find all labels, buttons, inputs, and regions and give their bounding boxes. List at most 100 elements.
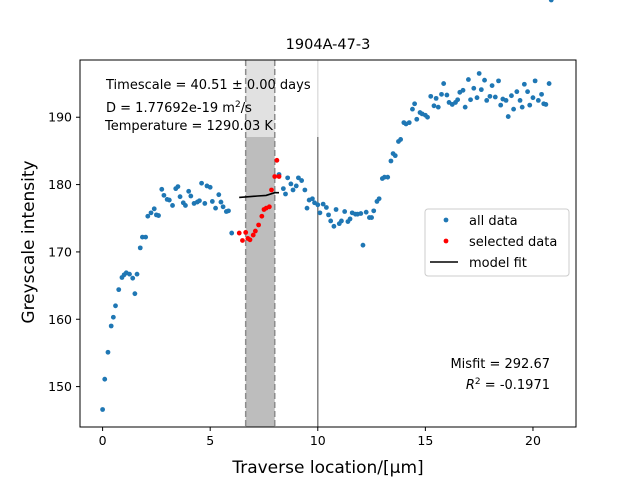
- all-data-point: [347, 216, 353, 222]
- all-data-point: [145, 213, 151, 219]
- selected-data-point: [243, 229, 249, 235]
- all-data-point: [474, 95, 480, 101]
- all-data-point: [183, 203, 188, 208]
- all-data-point: [492, 94, 498, 100]
- selected-data-point: [247, 237, 253, 243]
- all-data-point: [530, 95, 536, 101]
- all-data-point: [137, 245, 143, 251]
- all-data-point: [151, 206, 157, 212]
- all-data-point: [170, 203, 175, 208]
- vertical-line-layer: [315, 60, 320, 427]
- all-data-point: [455, 97, 461, 103]
- all-data-point: [511, 106, 516, 112]
- all-data-point: [548, 0, 554, 3]
- selected-data-point: [240, 238, 245, 243]
- all-data-point: [309, 196, 315, 202]
- all-data-point: [302, 187, 308, 193]
- plot-frame: [79, 59, 577, 428]
- all-data-point: [280, 186, 286, 192]
- all-data-point: [546, 81, 552, 86]
- x-tick-label: 10: [310, 433, 326, 448]
- all-data-point: [113, 303, 118, 309]
- legend-label-model-fit: model fit: [469, 256, 527, 271]
- all-data-point: [468, 97, 473, 103]
- all-data-point: [326, 212, 331, 218]
- timescale-annotation: Timescale = 40.51 ± 0.00 days: [105, 78, 311, 93]
- shaded-region-layer: [244, 60, 276, 427]
- x-tick-label: 5: [206, 433, 214, 448]
- all-data-point: [283, 191, 288, 197]
- selected-data-point: [269, 187, 274, 193]
- legend: all data selected data model fit: [424, 208, 570, 277]
- diffusivity-suffix: /s: [241, 101, 252, 116]
- y-tick-label: 180: [48, 177, 72, 192]
- all-data-point: [148, 210, 154, 216]
- all-data-point: [462, 104, 468, 110]
- all-data-point: [376, 196, 382, 202]
- all-data-point: [521, 81, 527, 87]
- legend-box: [424, 208, 570, 277]
- all-data-point: [130, 275, 136, 281]
- all-data-point: [110, 314, 116, 320]
- selected-data-point: [236, 230, 242, 236]
- all-data-point: [428, 93, 434, 99]
- all-data-point: [363, 209, 369, 215]
- all-data-point: [304, 205, 310, 211]
- all-data-point: [209, 199, 215, 204]
- selected-data-point: [274, 157, 280, 163]
- all-data-point: [505, 114, 511, 119]
- all-data-point: [431, 103, 437, 109]
- all-data-point: [105, 349, 111, 355]
- all-data-point: [360, 242, 366, 248]
- all-data-point: [317, 210, 323, 216]
- all-data-point: [358, 211, 364, 216]
- all-data-point: [213, 205, 218, 211]
- all-data-point: [199, 180, 204, 186]
- all-data-point: [188, 193, 194, 199]
- all-data-point: [487, 93, 493, 99]
- all-data-point: [425, 114, 430, 120]
- selected-data-point: [272, 174, 278, 179]
- r-squared-label: R: [466, 378, 475, 393]
- all-data-point: [388, 158, 394, 164]
- all-data-point: [197, 198, 202, 204]
- y-tick-label: 170: [48, 244, 72, 259]
- all-data-point: [186, 188, 192, 194]
- all-data-point: [535, 98, 541, 103]
- legend-marker-all-data: [443, 217, 449, 223]
- model-fit-layer: [239, 191, 279, 199]
- all-data-point: [471, 85, 477, 91]
- all-data-point: [320, 201, 326, 207]
- selected-data-point: [259, 213, 265, 219]
- selected-data-point: [256, 222, 262, 228]
- selected-data-point: [266, 204, 272, 210]
- misfit-annotation: Misfit = 292.67: [450, 357, 550, 372]
- all-data-point: [134, 271, 140, 277]
- all-data-point: [466, 77, 471, 82]
- all-data-point: [102, 376, 108, 382]
- all-data-point: [220, 204, 226, 210]
- data-points-layer: [100, 0, 554, 412]
- diffusivity-annotation: D = 1.77692e-19 m2/s: [106, 100, 252, 116]
- all-data-point: [293, 183, 299, 189]
- y-tick-label: 160: [48, 312, 72, 327]
- r-squared-superscript: 2: [475, 377, 481, 387]
- all-data-point: [441, 81, 447, 86]
- selected-data-point: [250, 232, 256, 238]
- selected-data-point: [276, 174, 282, 179]
- all-data-point: [100, 407, 105, 412]
- all-data-point: [385, 174, 391, 180]
- all-data-point: [503, 98, 509, 103]
- axes-layer: 0 5 10 15 20 150 160 170 180 190: [48, 59, 577, 448]
- all-data-point: [296, 175, 301, 181]
- all-data-point: [398, 137, 404, 142]
- legend-label-selected-data: selected data: [469, 235, 557, 250]
- all-data-point: [285, 175, 291, 181]
- all-data-point: [543, 102, 549, 107]
- all-data-point: [410, 106, 415, 112]
- all-data-point: [333, 207, 339, 212]
- all-data-point: [444, 92, 450, 98]
- y-tick-label: 150: [48, 379, 72, 394]
- model-fit-line: [239, 191, 279, 199]
